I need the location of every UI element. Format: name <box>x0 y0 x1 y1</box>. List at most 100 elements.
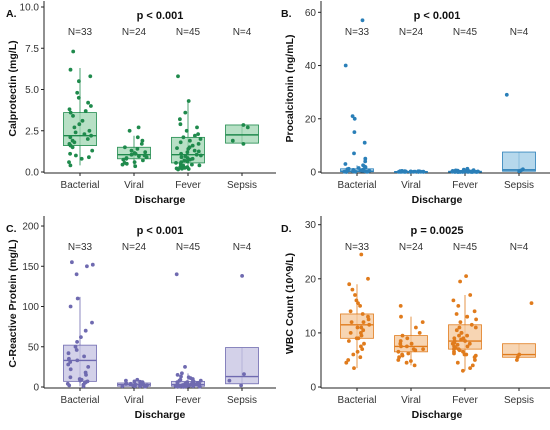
data-point <box>366 317 371 322</box>
data-point <box>363 159 368 164</box>
data-point <box>517 169 522 174</box>
data-point <box>120 384 125 389</box>
y-tick-label: 30 <box>305 220 317 231</box>
data-point <box>132 379 137 384</box>
data-point <box>347 339 351 343</box>
data-point <box>473 358 477 362</box>
data-point <box>469 322 474 327</box>
y-tick-label: 0 <box>33 383 39 394</box>
data-point <box>186 167 191 171</box>
data-point <box>412 363 417 368</box>
data-point <box>356 336 361 341</box>
data-point <box>184 384 189 389</box>
data-point <box>73 130 78 135</box>
data-point <box>348 331 353 335</box>
data-point <box>464 274 468 278</box>
data-point <box>68 375 73 380</box>
data-point <box>185 159 190 164</box>
data-point <box>143 384 148 389</box>
y-tick-label: 150 <box>22 262 39 273</box>
data-point <box>355 325 360 330</box>
data-point <box>77 79 81 84</box>
data-point <box>359 333 364 338</box>
n-label: N=45 <box>453 27 478 38</box>
data-point <box>190 162 194 167</box>
panel-1: 0.0 2.5 5.0 7.5 10.0A. p < 0.001 Calprotectin … <box>6 1 276 206</box>
data-point <box>360 347 365 351</box>
panel-title: p < 0.001 <box>414 10 461 22</box>
data-point <box>181 384 186 389</box>
data-point <box>421 347 425 351</box>
data-point <box>421 170 426 174</box>
data-point <box>124 156 129 161</box>
panel-label: D. <box>281 223 292 235</box>
data-point <box>473 325 478 330</box>
n-label: N=33 <box>68 27 93 38</box>
data-point <box>462 169 467 174</box>
data-point <box>188 157 193 162</box>
data-point <box>347 282 352 287</box>
data-point <box>360 18 365 23</box>
data-point <box>87 155 91 160</box>
data-point <box>472 355 477 360</box>
box <box>502 151 536 172</box>
data-point <box>405 344 409 349</box>
n-label: N=33 <box>68 242 93 253</box>
data-point <box>136 125 141 130</box>
data-point <box>74 272 79 277</box>
data-point <box>362 341 366 346</box>
data-point <box>68 135 73 140</box>
data-point <box>180 166 184 171</box>
data-point <box>68 367 73 372</box>
data-point <box>67 160 71 165</box>
data-point <box>359 325 364 330</box>
y-tick-label: 5.0 <box>25 85 39 96</box>
data-point <box>82 132 87 137</box>
data-point <box>83 109 88 113</box>
data-point <box>74 153 78 158</box>
x-tick-label: Sepsis <box>504 395 534 406</box>
data-point <box>343 63 348 68</box>
box <box>225 124 259 144</box>
data-point <box>400 333 405 338</box>
data-point <box>504 92 509 97</box>
data-point <box>366 276 370 281</box>
data-point <box>455 360 460 365</box>
y-tick-label: 60 <box>305 8 317 19</box>
data-point <box>396 349 401 354</box>
data-point <box>240 274 245 278</box>
data-point <box>409 359 413 363</box>
data-point <box>89 104 93 108</box>
data-point <box>175 373 180 377</box>
data-point <box>66 362 71 367</box>
data-point <box>123 145 127 150</box>
data-point <box>461 368 465 373</box>
data-point <box>183 365 187 369</box>
panel-2: 0 20 40 60 B. p < 0.001 Procalcitonin (ng/mL) D… <box>281 1 550 206</box>
data-point <box>472 309 477 314</box>
data-point <box>180 371 184 376</box>
data-point <box>89 133 93 138</box>
data-point <box>85 264 89 269</box>
data-point <box>176 167 181 172</box>
data-point <box>175 146 179 151</box>
y-tick-label: 2.5 <box>25 126 39 137</box>
data-point <box>70 145 75 150</box>
x-tick-label: Sepsis <box>227 395 257 406</box>
x-tick-label: Fever <box>175 395 201 406</box>
panel-label: B. <box>281 8 292 20</box>
data-point <box>358 304 362 308</box>
box <box>225 347 259 385</box>
data-point <box>183 110 188 115</box>
data-point <box>470 363 475 368</box>
data-point <box>176 74 180 79</box>
data-point <box>90 148 95 153</box>
data-point <box>400 353 405 358</box>
data-point <box>185 150 190 155</box>
y-axis-label: WBC Count (10^9/L) <box>284 253 296 354</box>
data-point <box>75 90 80 95</box>
n-label: N=24 <box>399 242 424 253</box>
data-point <box>186 147 191 151</box>
data-point <box>67 383 72 388</box>
